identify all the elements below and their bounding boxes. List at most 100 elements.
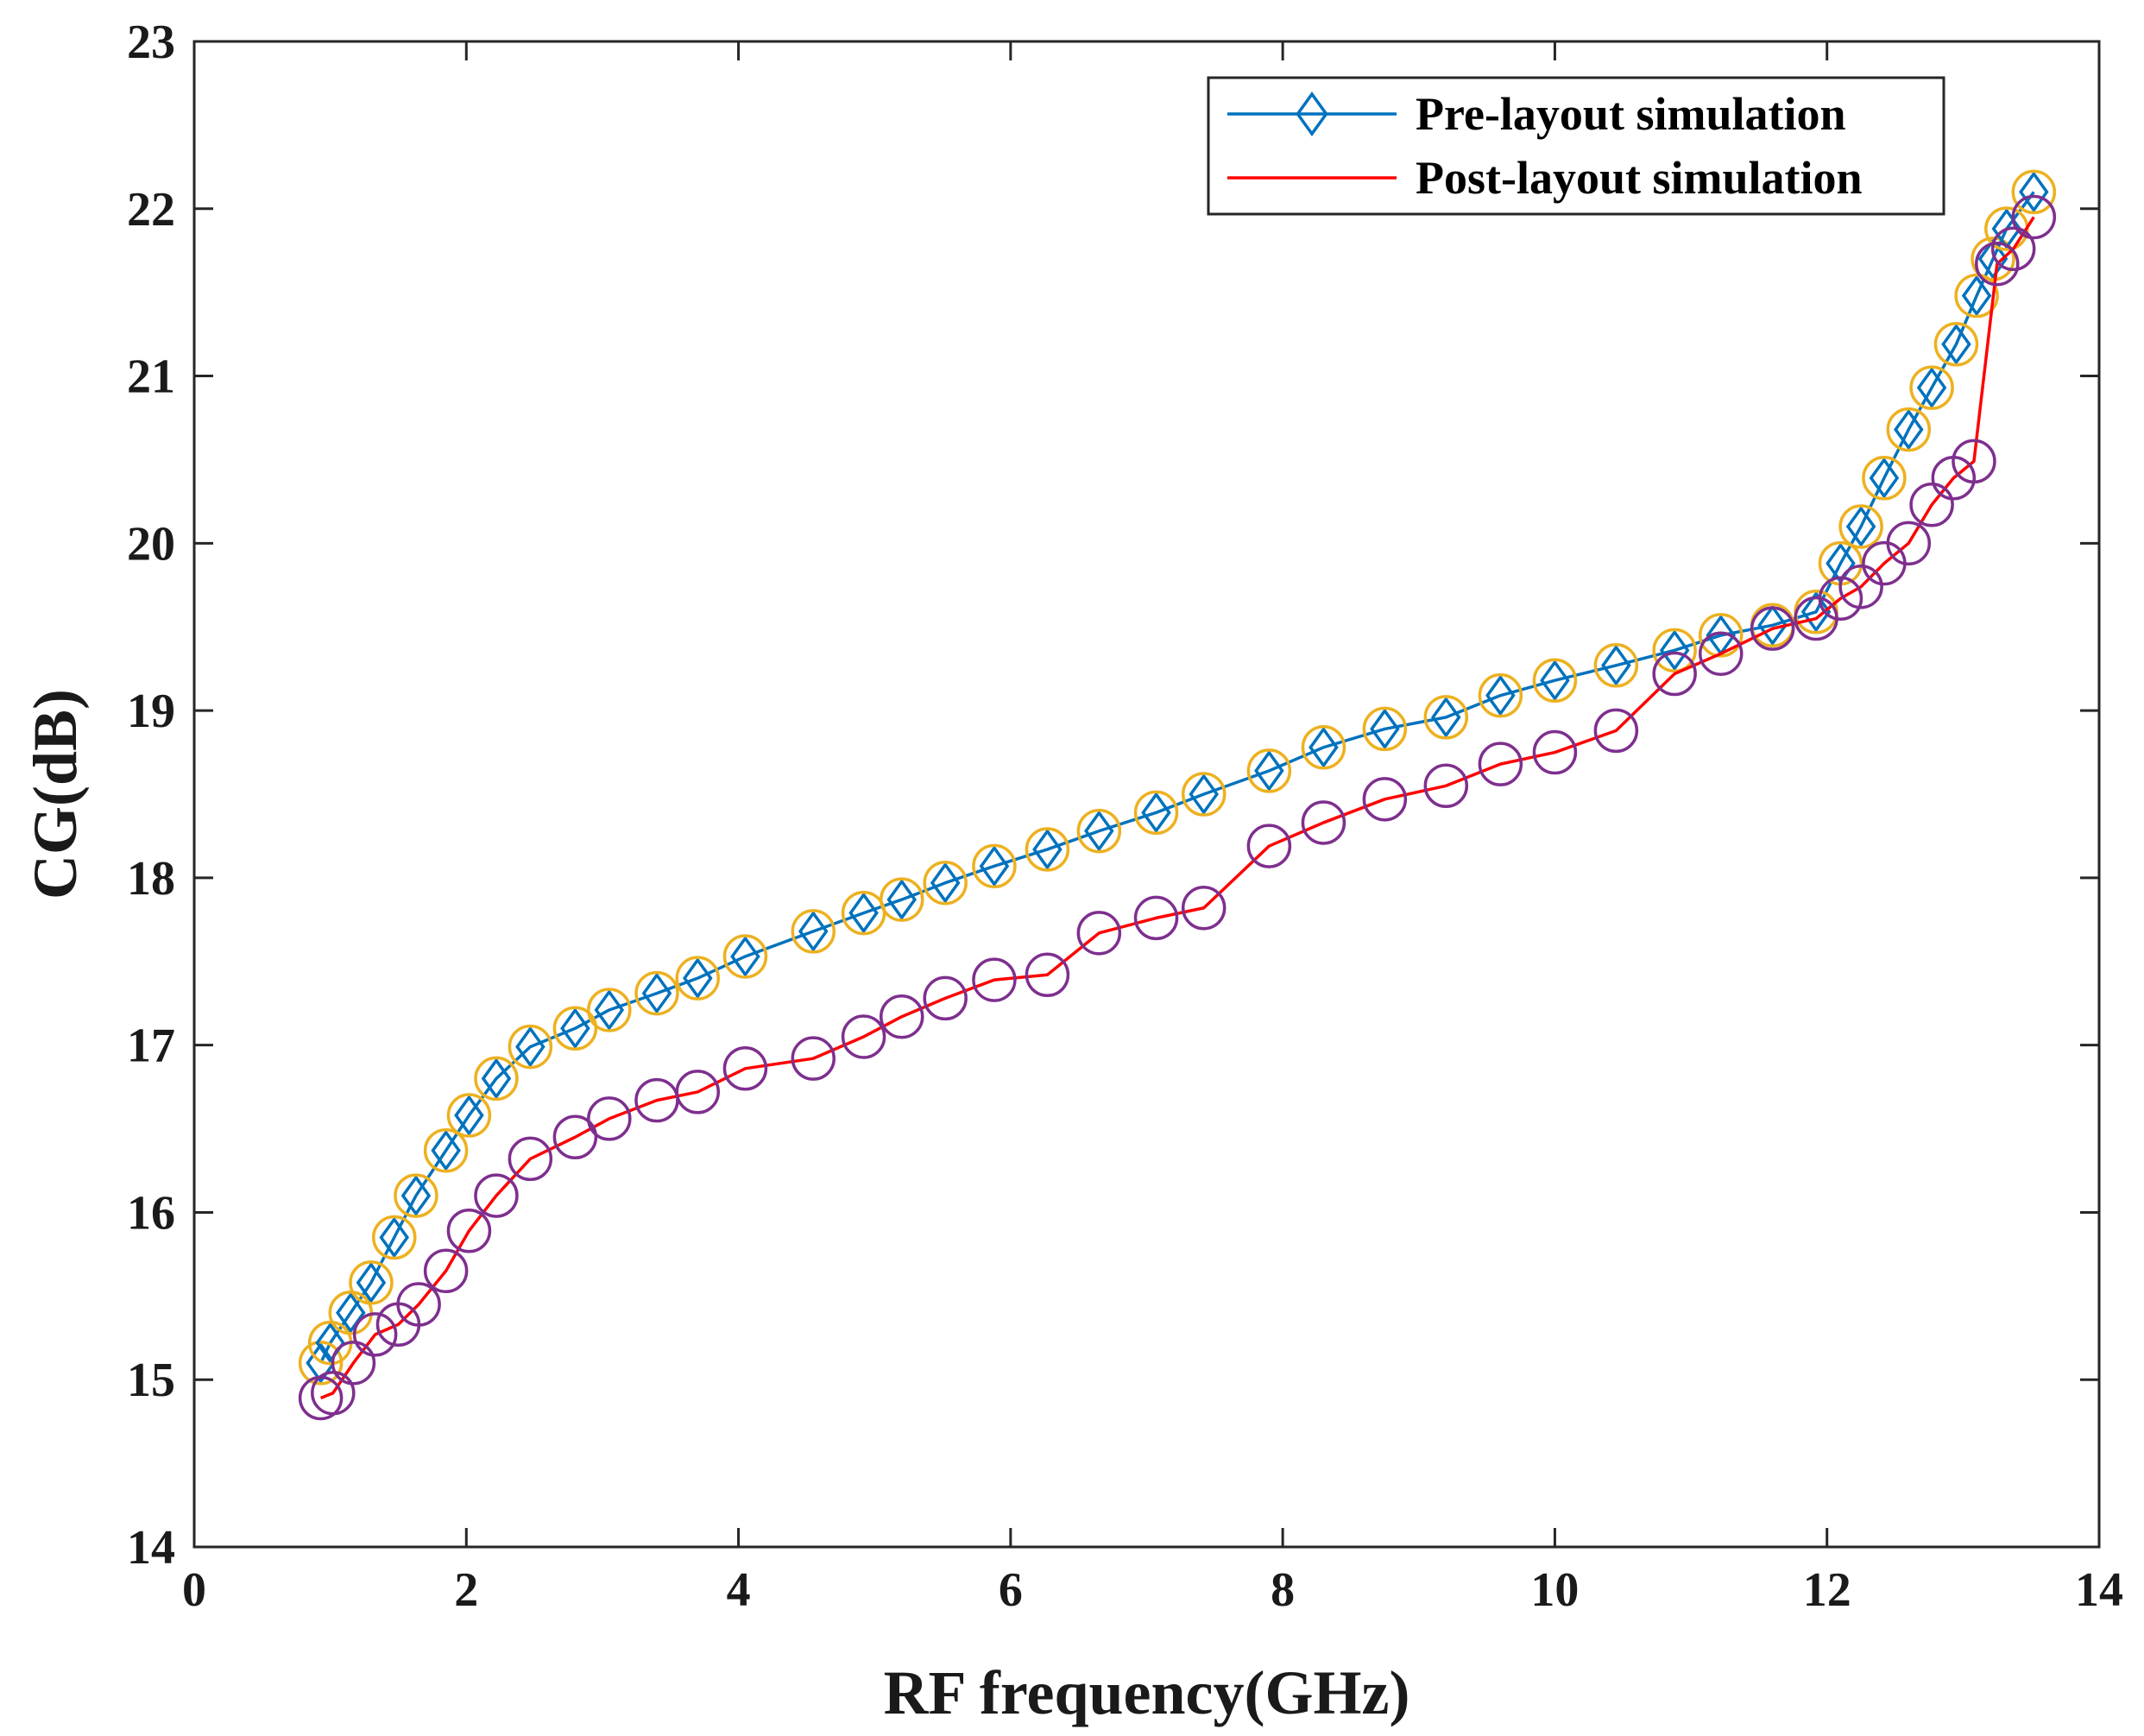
data-point-circle <box>923 975 968 1021</box>
data-point-diamond <box>481 1057 512 1100</box>
axes-frame <box>192 40 2101 1549</box>
data-point-diamond <box>560 1007 590 1050</box>
data-point-diamond <box>798 910 829 952</box>
data-point-circle <box>508 1024 553 1070</box>
data-point-circle <box>446 1093 492 1138</box>
data-point-circle <box>1652 651 1697 697</box>
data-point-circle <box>446 1209 492 1253</box>
plot-area-border <box>192 40 2101 1549</box>
data-point-circle <box>1246 748 1292 793</box>
legend-label: Post-layout simulation <box>1416 152 1863 204</box>
data-point-diamond <box>1540 660 1570 702</box>
data-point-circle <box>1862 456 1907 501</box>
legend-box <box>1207 76 1945 216</box>
series-pre-layout <box>298 169 2057 1386</box>
legend-entry-pre-layout: Pre-layout simulation <box>1227 88 1846 140</box>
y-tick-label: 17 <box>127 1020 175 1073</box>
y-tick-label: 23 <box>127 16 175 69</box>
x-tick-label: 0 <box>182 1563 206 1617</box>
data-point-diamond <box>336 1291 366 1334</box>
data-point-circle <box>722 934 768 979</box>
data-point-circle <box>1593 708 1639 754</box>
x-tick-label: 8 <box>1271 1563 1295 1617</box>
data-point-diamond <box>1869 457 1900 499</box>
data-point-circle <box>1933 321 1979 367</box>
x-tick-label: 10 <box>1530 1563 1579 1617</box>
y-tick-label: 14 <box>127 1521 175 1575</box>
data-point-circle <box>396 1282 441 1327</box>
data-point-circle <box>1246 824 1292 868</box>
legend: Pre-layout simulation Post-layout simulat… <box>1207 76 1945 216</box>
legend-label: Pre-layout simulation <box>1416 88 1846 140</box>
data-point-diamond <box>1370 708 1400 750</box>
data-point-diamond <box>683 957 713 1000</box>
data-point-circle <box>841 1014 886 1059</box>
data-point-circle <box>1954 273 1999 319</box>
data-point-circle <box>1971 237 2015 281</box>
data-point-diamond <box>1800 590 1832 633</box>
y-axis-title: CG(dB) <box>21 689 90 900</box>
data-point-circle <box>1301 724 1346 770</box>
data-point-circle <box>1838 504 1883 549</box>
data-point-diamond <box>400 1175 432 1217</box>
data-point-circle <box>1025 952 1070 998</box>
data-point-circle <box>923 860 968 906</box>
y-tick-label: 21 <box>127 350 175 404</box>
data-point-diamond <box>1431 696 1461 738</box>
data-point-circle <box>1886 407 1932 452</box>
x-axis-title: RF frequency(GHz) <box>884 1658 1410 1727</box>
data-point-diamond <box>379 1216 410 1259</box>
data-point-circle <box>474 1056 519 1102</box>
data-point-diamond <box>1084 810 1114 852</box>
data-point-circle <box>1133 790 1179 836</box>
x-tick-label: 12 <box>1803 1563 1851 1617</box>
series-layer <box>298 169 2057 1421</box>
data-point-diamond <box>1189 773 1219 815</box>
data-point-circle <box>349 1260 394 1305</box>
y-tick-label: 15 <box>127 1354 175 1407</box>
data-point-circle <box>1952 439 1996 484</box>
data-point-circle <box>552 1114 598 1159</box>
data-point-circle <box>1593 643 1639 688</box>
data-point-circle <box>311 1370 356 1416</box>
data-point-circle <box>1699 631 1744 676</box>
data-point-circle <box>1838 564 1883 609</box>
data-point-circle <box>1652 628 1697 673</box>
data-point-diamond <box>1941 323 1971 365</box>
data-point-circle <box>331 1341 376 1386</box>
data-point-circle <box>1478 672 1523 718</box>
data-point-circle <box>1975 241 2020 287</box>
x-tick-label: 6 <box>999 1563 1023 1617</box>
data-point-diamond <box>1961 275 1992 317</box>
data-point-circle <box>587 988 632 1032</box>
data-point-circle <box>371 1215 417 1260</box>
data-point-circle <box>1181 886 1226 931</box>
data-point-diamond <box>1659 629 1690 672</box>
data-point-circle <box>1818 576 1863 622</box>
data-point-diamond <box>356 1261 387 1304</box>
data-point-diamond <box>641 972 672 1014</box>
legend-entry-post-layout: Post-layout simulation <box>1227 152 1863 204</box>
data-point-circle <box>722 1046 768 1091</box>
data-point-diamond <box>1845 505 1876 547</box>
data-point-circle <box>1025 827 1070 872</box>
data-point-circle <box>1990 226 2036 272</box>
data-point-diamond <box>594 988 625 1031</box>
data-point-diamond <box>1254 749 1284 792</box>
y-tick-label: 20 <box>127 517 175 571</box>
data-point-circle <box>791 1036 836 1081</box>
data-point-circle <box>879 877 924 922</box>
data-point-diamond <box>886 879 918 921</box>
data-point-circle <box>1423 695 1469 740</box>
data-point-diamond <box>979 845 1010 887</box>
data-point-circle <box>352 1312 398 1357</box>
data-point-circle <box>1750 606 1795 651</box>
data-point-circle <box>474 1173 519 1218</box>
series-post-layout <box>298 194 2057 1421</box>
data-point-diamond <box>1141 792 1171 834</box>
x-tick-label: 14 <box>2075 1563 2123 1617</box>
data-point-circle <box>879 994 924 1039</box>
data-point-circle <box>552 1006 598 1051</box>
